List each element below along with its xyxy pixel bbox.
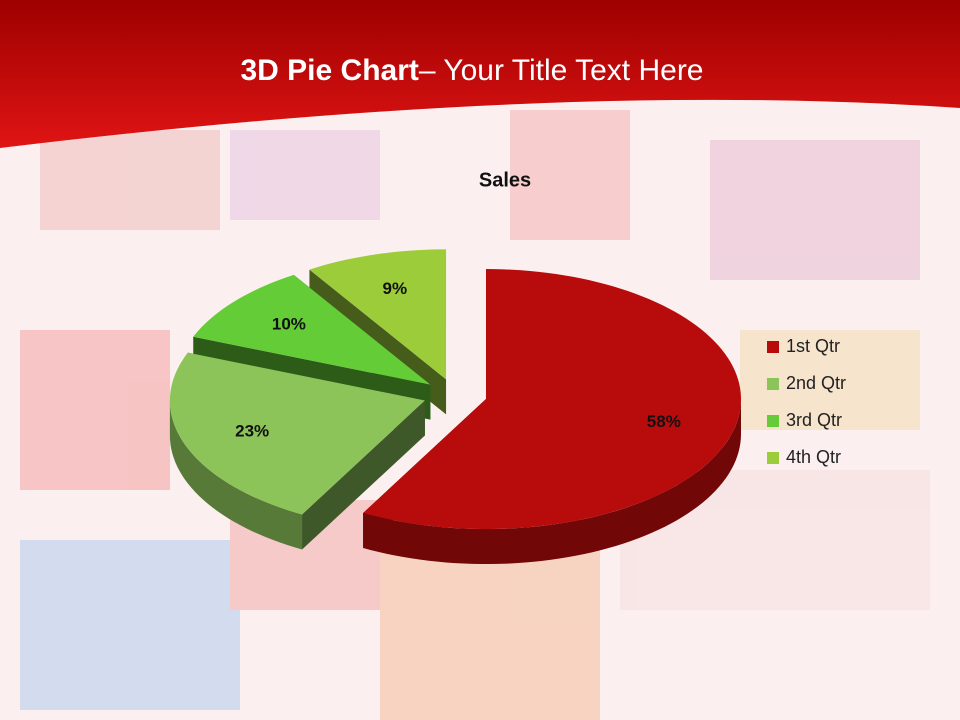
slide-title: 3D Pie Chart– Your Title Text Here	[240, 54, 703, 87]
legend-swatch	[767, 341, 779, 353]
slice	[363, 269, 741, 530]
legend-label: 3rd Qtr	[786, 410, 842, 430]
slice-side	[169, 400, 303, 550]
legend-swatch	[767, 415, 779, 427]
slice	[309, 249, 447, 380]
legend-swatch	[767, 378, 779, 390]
background-gifts	[20, 110, 930, 720]
data-label: 23%	[235, 422, 269, 441]
pie: 58% 23% 10% 9%	[169, 249, 741, 565]
chart-title: Sales	[479, 169, 531, 191]
slice	[193, 274, 431, 385]
data-label: 58%	[647, 412, 681, 431]
slice-side	[363, 399, 741, 565]
legend-label: 4th Qtr	[786, 447, 841, 467]
data-label: 9%	[383, 279, 408, 298]
legend-label: 2nd Qtr	[786, 373, 846, 393]
slide-title-rest: – Your Title Text Here	[419, 54, 704, 87]
header-band	[0, 0, 960, 148]
data-label: 10%	[272, 314, 306, 333]
slice-cut-face	[302, 400, 425, 550]
legend: 1st Qtr 2nd Qtr 3rd Qtr 4th Qtr	[767, 336, 846, 467]
legend-label: 1st Qtr	[786, 336, 840, 356]
slice	[169, 352, 425, 515]
legend-swatch	[767, 452, 779, 464]
slide-title-bold: 3D Pie Chart	[240, 54, 418, 87]
